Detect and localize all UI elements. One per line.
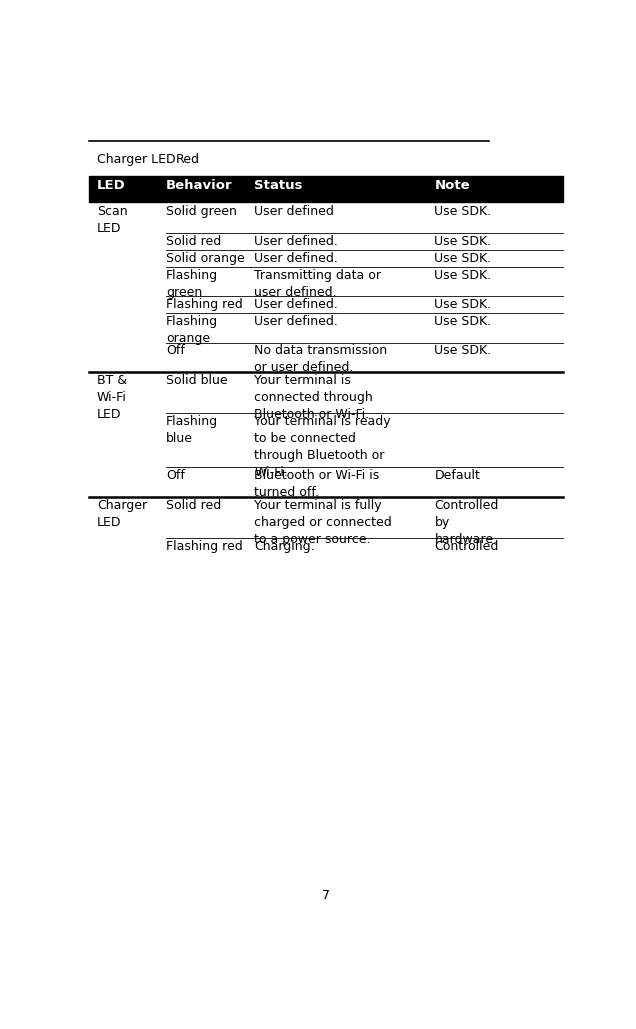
Text: Red: Red — [176, 152, 200, 166]
Text: Solid blue: Solid blue — [166, 374, 228, 387]
Text: Your terminal is ready
to be connected
through Bluetooth or
Wi-Fi.: Your terminal is ready to be connected t… — [254, 416, 391, 480]
Text: User defined.: User defined. — [254, 252, 338, 264]
Text: Solid orange: Solid orange — [166, 252, 244, 264]
Text: Flashing red: Flashing red — [166, 540, 242, 554]
Text: Behavior: Behavior — [166, 179, 232, 192]
Text: Bluetooth or Wi-Fi is
turned off.: Bluetooth or Wi-Fi is turned off. — [254, 469, 380, 499]
Bar — [89, 176, 562, 202]
Text: Flashing
blue: Flashing blue — [166, 416, 218, 446]
Text: Flashing red: Flashing red — [166, 298, 242, 311]
Text: 7: 7 — [322, 889, 330, 901]
Text: Use SDK.: Use SDK. — [434, 315, 492, 328]
Text: Solid red: Solid red — [166, 499, 221, 511]
Text: User defined.: User defined. — [254, 315, 338, 328]
Text: Status: Status — [254, 179, 303, 192]
Text: Scan
LED: Scan LED — [97, 206, 127, 236]
Text: BT &
Wi-Fi
LED: BT & Wi-Fi LED — [97, 374, 127, 421]
Text: LED: LED — [97, 179, 125, 192]
Text: Controlled: Controlled — [434, 540, 499, 554]
Text: Charger LED: Charger LED — [97, 152, 176, 166]
Text: User defined.: User defined. — [254, 298, 338, 311]
Text: Your terminal is fully
charged or connected
to a power source.: Your terminal is fully charged or connec… — [254, 499, 392, 545]
Text: Your terminal is
connected through
Bluetooth or Wi-Fi.: Your terminal is connected through Bluet… — [254, 374, 373, 421]
Text: Default: Default — [434, 469, 480, 483]
Text: Flashing
orange: Flashing orange — [166, 315, 218, 345]
Text: Use SDK.: Use SDK. — [434, 235, 492, 248]
Text: Flashing
green: Flashing green — [166, 269, 218, 298]
Text: Charger
LED: Charger LED — [97, 499, 147, 529]
Text: Use SDK.: Use SDK. — [434, 345, 492, 357]
Text: Use SDK.: Use SDK. — [434, 269, 492, 282]
Text: Solid green: Solid green — [166, 206, 237, 218]
Text: Solid red: Solid red — [166, 235, 221, 248]
Text: Use SDK.: Use SDK. — [434, 206, 492, 218]
Text: User defined.: User defined. — [254, 235, 338, 248]
Text: Note: Note — [434, 179, 470, 192]
Text: Off: Off — [166, 345, 184, 357]
Text: Charging.: Charging. — [254, 540, 315, 554]
Text: Off: Off — [166, 469, 184, 483]
Text: Transmitting data or
user defined.: Transmitting data or user defined. — [254, 269, 382, 298]
Text: Use SDK.: Use SDK. — [434, 252, 492, 264]
Text: Controlled
by
hardware.: Controlled by hardware. — [434, 499, 499, 545]
Text: User defined: User defined — [254, 206, 335, 218]
Text: No data transmission
or user defined.: No data transmission or user defined. — [254, 345, 387, 375]
Text: Use SDK.: Use SDK. — [434, 298, 492, 311]
